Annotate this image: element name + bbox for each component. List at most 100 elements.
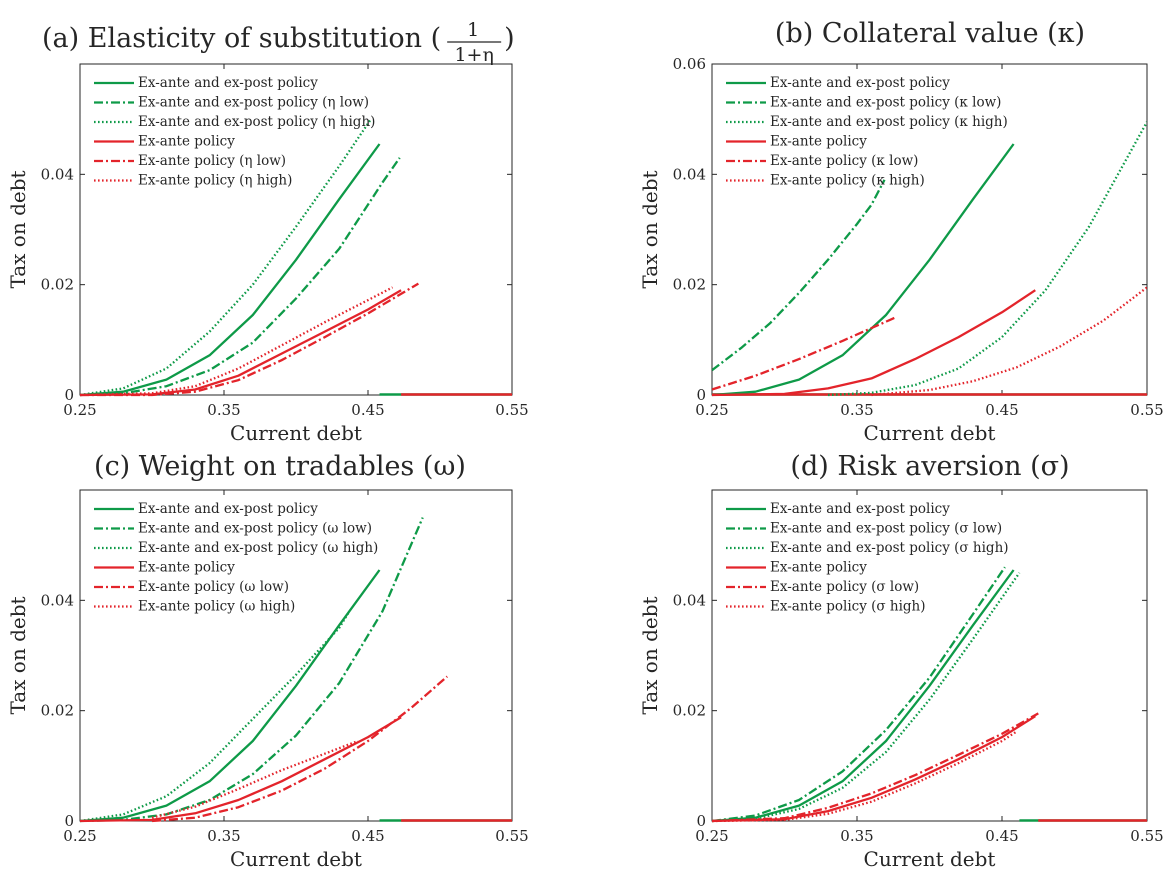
x-tick-label: 0.25 [63,401,96,419]
series-line-red-solid [712,715,1036,823]
series-line-green-dotted [80,610,351,823]
series-line-red-dashdot [151,675,448,823]
legend-entry: Ex-ante policy (σ high) [770,599,926,615]
x-axis-label: Current debt [864,847,996,871]
legend-entry: Ex-ante and ex-post policy (κ high) [770,114,1008,130]
y-tick-label: 0.06 [673,55,706,73]
series-line-red-solid [712,289,1036,397]
x-tick-label: 0.35 [207,401,240,419]
x-tick-label: 0.25 [63,827,96,845]
legend-entry: Ex-ante and ex-post policy (η low) [138,95,369,111]
series-line-red-dashdot [712,712,1039,823]
x-tick-label: 0.25 [695,827,728,845]
x-tick-label: 0.55 [495,401,528,419]
title-fraction-denominator: 1+η [454,44,493,66]
series-line-red-solid [80,716,402,823]
series-line-red-dotted [712,730,1018,823]
legend-entry: Ex-ante policy (κ high) [770,173,925,189]
series-line-red-dotted [151,739,359,819]
legend-entry: Ex-ante and ex-post policy (η high) [138,114,375,130]
y-tick-label: 0.02 [41,702,74,720]
y-tick-label: 0.04 [41,591,74,609]
legend-entry: Ex-ante and ex-post policy [138,501,318,517]
x-tick-label: 0.55 [1130,401,1163,419]
x-tick-label: 0.25 [695,401,728,419]
legend: Ex-ante and ex-post policy Ex-ante and ex… [726,75,1008,189]
panel-title: (d) Risk aversion (σ) [790,451,1069,482]
y-tick-label: 0.02 [41,276,74,294]
x-tick-label: 0.55 [1130,827,1163,845]
legend-entry: Ex-ante policy [770,134,867,150]
legend-entry: Ex-ante policy (κ low) [770,153,918,169]
y-axis-label: Tax on debt [6,596,30,714]
x-axis-label: Current debt [230,847,362,871]
chart-panel-4: (d) Risk aversion (σ) 0.25 0.35 0.45 0.55 0 0.… [638,451,1164,871]
title-suffix: ) [504,23,515,54]
legend-entry: Ex-ante policy (η high) [138,173,292,189]
legend: Ex-ante and ex-post policy Ex-ante and ex… [726,501,1009,615]
legend-entry: Ex-ante policy [770,560,867,576]
legend-entry: Ex-ante policy [138,560,235,576]
series-line-red-dotted [80,286,394,397]
legend-entry: Ex-ante and ex-post policy (ω high) [138,540,378,556]
series-line-red-dashdot [80,282,419,397]
series-line-red-dashdot [712,316,896,391]
y-tick-label: 0.02 [673,702,706,720]
legend-entry: Ex-ante and ex-post policy (σ high) [770,540,1009,556]
y-tick-label: 0 [696,386,706,404]
y-axis-label: Tax on debt [638,170,662,288]
axes-box [79,489,513,822]
axes-box [711,489,1148,822]
series-line-green-dotted [712,572,1021,823]
series-line-green-solid [80,569,381,823]
legend-entry: Ex-ante and ex-post policy (κ low) [770,95,1001,111]
x-tick-label: 0.55 [495,827,528,845]
y-tick-label: 0 [696,812,706,830]
legend-entry: Ex-ante policy (ω high) [138,599,295,615]
legend-entry: Ex-ante policy (η low) [138,153,286,169]
legend-entry: Ex-ante and ex-post policy [770,501,950,517]
legend-entry: Ex-ante and ex-post policy (ω low) [138,521,372,537]
x-tick-label: 0.45 [985,401,1018,419]
y-axis-label: Tax on debt [6,170,30,288]
legend-entry: Ex-ante and ex-post policy [138,75,318,91]
x-tick-label: 0.45 [985,827,1018,845]
x-axis-label: Current debt [864,421,996,445]
y-tick-label: 0 [64,812,74,830]
series-line-green-solid [712,143,1015,397]
series-line-green-dashdot [712,566,1006,823]
x-tick-label: 0.35 [840,827,873,845]
x-tick-label: 0.35 [207,827,240,845]
legend-entry: Ex-ante policy (σ low) [770,579,919,595]
y-axis-label: Tax on debt [638,596,662,714]
chart-panel-1: (a) Elasticity of substitution ( 1 1+η) 0.2… [6,19,529,445]
panel-title: (a) Elasticity of substitution ( [42,23,441,54]
y-tick-label: 0.04 [673,591,706,609]
legend-entry: Ex-ante policy [138,134,235,150]
y-tick-label: 0.04 [41,165,74,183]
chart-panel-2: (b) Collateral value (κ) 0.25 0.35 0.45 0.55… [638,18,1164,445]
series-line-green-solid [712,569,1015,823]
y-tick-label: 0.04 [673,165,706,183]
panel-title: (c) Weight on tradables (ω) [94,451,466,482]
axes-box [79,63,513,396]
legend-entry: Ex-ante and ex-post policy (σ low) [770,521,1002,537]
x-axis-label: Current debt [230,421,362,445]
series-line-green-dotted [827,121,1147,397]
series-line-red-dotted [871,286,1147,397]
legend-entry: Ex-ante policy (ω low) [138,579,289,595]
series-line-green-dashdot [712,179,886,372]
series-line-red-solid [80,289,402,397]
y-tick-label: 0 [64,386,74,404]
series-line-green-solid [80,143,381,397]
title-fraction-numerator: 1 [467,19,479,41]
legend: Ex-ante and ex-post policy Ex-ante and ex… [94,75,375,189]
y-tick-label: 0.02 [673,276,706,294]
legend: Ex-ante and ex-post policy Ex-ante and ex… [94,501,378,615]
series-line-green-dashdot [80,517,424,823]
chart-panel-3: (c) Weight on tradables (ω) 0.25 0.35 0.45 0… [6,451,529,871]
x-tick-label: 0.35 [840,401,873,419]
x-tick-label: 0.45 [351,401,384,419]
